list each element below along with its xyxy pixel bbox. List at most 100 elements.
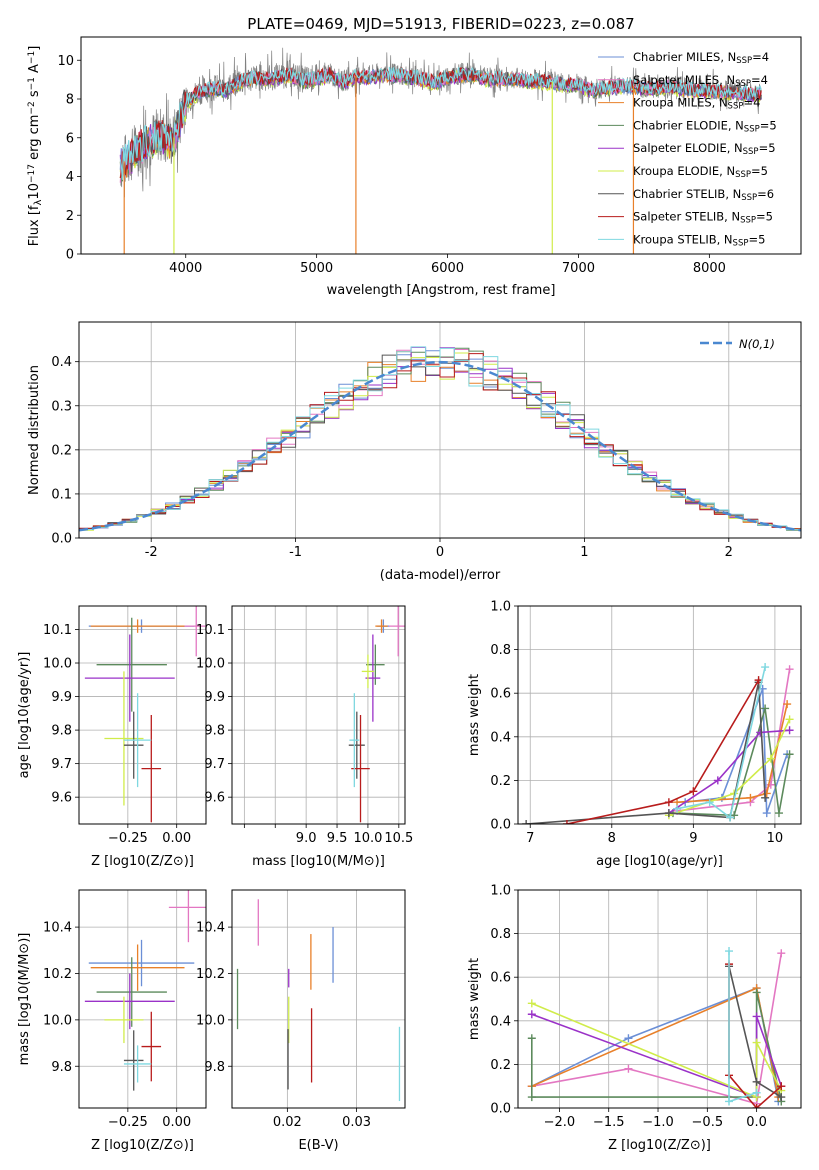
age-vs-mass-xtick-label: 9.5: [327, 831, 348, 846]
mass-weight-vs-Z-xtick-label: −1.0: [642, 1115, 674, 1130]
legend-text: Chabrier ELODIE, N: [633, 118, 744, 132]
mass-weight-vs-Z-xtick-label: −2.0: [544, 1115, 576, 1130]
mass-weight-vs-age-series-line: [676, 666, 766, 819]
age-vs-mass-ytick-label: 9.6: [204, 791, 225, 806]
spectrum-ytick-label: 10: [57, 54, 74, 69]
mass-weight-vs-age-marker: [785, 726, 794, 735]
mass-weight-vs-age-series-line: [668, 729, 790, 814]
mass-vs-Z-xtick-label: 0.00: [162, 1115, 191, 1130]
mass-weight-vs-Z-ytick-label: 1.0: [490, 884, 511, 899]
spectrum-xtick-label: 8000: [693, 261, 726, 276]
mass-weight-vs-Z-series-line: [531, 1002, 783, 1099]
mass-weight-vs-Z-xtick-label: 0.0: [746, 1115, 767, 1130]
mass-vs-Z-ytick-label: 10.0: [43, 1013, 72, 1028]
spectrum-legend-label: Salpeter STELIB, NSSP=5: [633, 210, 773, 226]
histogram-legend-label: N(0,1): [739, 337, 775, 351]
mass-weight-vs-Z-marker: [752, 1077, 761, 1086]
mass-weight-vs-Z-series-line: [531, 987, 780, 1102]
residual-histogram-xtick-label: 1: [580, 545, 588, 560]
age-vs-Z-xtick-label: 0.00: [162, 831, 191, 846]
spectrum-xtick-label: 6000: [431, 261, 464, 276]
mass-weight-vs-Z-ytick-label: 0.8: [490, 927, 511, 942]
histogram-xlabel: (data-model)/error: [380, 568, 501, 583]
mass-weight-vs-Z-ytick-label: 0.2: [490, 1058, 511, 1073]
mass-vs-EBV-xtick-label: 0.02: [273, 1115, 302, 1130]
spectrum-legend-label: Kroupa MILES, NSSP=4: [633, 96, 760, 112]
legend-subscript: SSP: [740, 216, 756, 226]
mass-vs-EBV-ytick-label: 10.2: [196, 967, 225, 982]
mass-weight-vs-age-ytick-label: 0.4: [490, 730, 511, 745]
mass-weight-vs-age-marker: [689, 787, 698, 796]
spectrum-ytick-label: 0: [66, 248, 74, 263]
spectrum-frame: [80, 36, 802, 255]
spectrum-ylabel-part: Flux [f: [27, 205, 42, 246]
legend-suffix: =4: [751, 73, 768, 87]
spectrum-legend-label: Chabrier ELODIE, NSSP=5: [633, 118, 777, 134]
age-vs-mass-xtick-label: 9.0: [296, 831, 317, 846]
spectrum-xtick-label: 4000: [169, 261, 202, 276]
legend-text: Kroupa STELIB, N: [633, 232, 733, 246]
legend-subscript: SSP: [728, 102, 744, 112]
mass-weight-vs-age-series-line: [566, 679, 760, 824]
mass-weight-vs-Z-marker: [527, 999, 536, 1008]
residual-histogram-ytick-label: 0.4: [51, 355, 72, 370]
legend-suffix: =5: [759, 141, 776, 155]
mass-weight-vs-age-xtick-label: 8: [608, 831, 616, 846]
age-vs-mass-plot-area: [348, 606, 405, 823]
mass-weight-vs-age-ylabel: mass weight: [467, 674, 482, 756]
mass-weight-vs-Z-marker: [777, 1093, 786, 1102]
age-vs-Z-xlabel: Z [log10(Z/Z⊙)]: [91, 854, 194, 869]
legend-subscript: SSP: [733, 239, 749, 249]
normal-curve-line: [79, 360, 801, 532]
legend-text: Chabrier MILES, N: [633, 50, 736, 64]
age-vs-Z-xtick-label: −0.25: [108, 831, 148, 846]
spectrum-ylabel-part: s: [27, 90, 42, 101]
mass-vs-EBV-xtick-label: 0.03: [342, 1115, 371, 1130]
age-vs-mass-xlabel: mass [log10(M/M⊙)]: [252, 854, 385, 869]
mass-weight-vs-Z-marker: [725, 947, 734, 956]
spectrum-ylabel-part: A: [27, 64, 42, 77]
spectrum-xtick-label: 5000: [300, 261, 333, 276]
mass-weight-vs-Z-xlabel: Z [log10(Z/Z⊙)]: [608, 1138, 711, 1153]
mass-weight-vs-age-axes: 7 8 9 10 0.0 0.2 0.4 0.6 0.8 1.0 age [log10(age/yr…: [467, 600, 802, 869]
mass-vs-EBV-xlabel: E(B-V): [298, 1138, 338, 1153]
spectrum-legend-label: Kroupa ELODIE, NSSP=5: [633, 164, 768, 180]
mass-weight-vs-age-marker: [713, 776, 722, 785]
mass-weight-vs-Z-series-line: [531, 953, 783, 1105]
mass-weight-vs-age-marker: [785, 665, 794, 674]
mass-weight-vs-age-marker: [774, 809, 783, 818]
mass-weight-vs-Z-marker: [624, 1064, 633, 1073]
mass-weight-vs-age-series-line: [526, 682, 766, 824]
spectrum-ylabel-part: −2: [27, 101, 37, 114]
mass-weight-vs-Z-marker: [752, 1038, 761, 1047]
residual-histogram-xtick-label: 0: [436, 545, 444, 560]
mass-vs-EBV-ytick-label: 9.8: [204, 1060, 225, 1075]
spectrum-xlabel: wavelength [Angstrom, rest frame]: [327, 283, 556, 298]
mass-weight-vs-Z-marker: [752, 1104, 761, 1108]
histogram-step-line: [79, 346, 801, 531]
mass-weight-vs-Z-plot-area: [527, 947, 786, 1108]
mass-weight-vs-age-marker: [756, 728, 765, 737]
mass-weight-vs-age-marker: [730, 811, 739, 820]
residual-histogram-axes: -2 -1 0 1 2 0.0 0.1 0.2 0.3 0.4 N(0,1) (data-model)…: [27, 321, 802, 583]
mass-weight-vs-age-marker: [761, 704, 770, 713]
spectrum-ytick-label: 6: [66, 131, 74, 146]
mass-vs-Z-ylabel: mass [log10(M/M⊙)]: [17, 933, 32, 1066]
legend-suffix: =6: [757, 187, 774, 201]
legend-text: Chabrier STELIB, N: [633, 187, 741, 201]
age-vs-Z-frame: [78, 605, 207, 825]
spectrum-ylabel-part: −17: [27, 164, 37, 183]
mass-vs-Z-ytick-label: 9.8: [51, 1060, 72, 1075]
mass-weight-vs-Z-series-line: [531, 986, 780, 1098]
mass-vs-Z-ytick-label: 10.2: [43, 967, 72, 982]
mass-weight-vs-Z-xtick-label: −1.5: [593, 1115, 625, 1130]
mass-weight-vs-Z-marker: [752, 1012, 761, 1021]
mass-weight-vs-age-marker: [705, 798, 714, 807]
age-vs-mass-xtick-label: 10.0: [353, 831, 382, 846]
legend-suffix: =5: [760, 118, 777, 132]
legend-suffix: =5: [756, 210, 773, 224]
spectrum-ylabel-part: −1: [27, 51, 37, 64]
mass-weight-vs-age-marker: [762, 809, 771, 818]
spectrum-plot-area: [119, 47, 762, 254]
